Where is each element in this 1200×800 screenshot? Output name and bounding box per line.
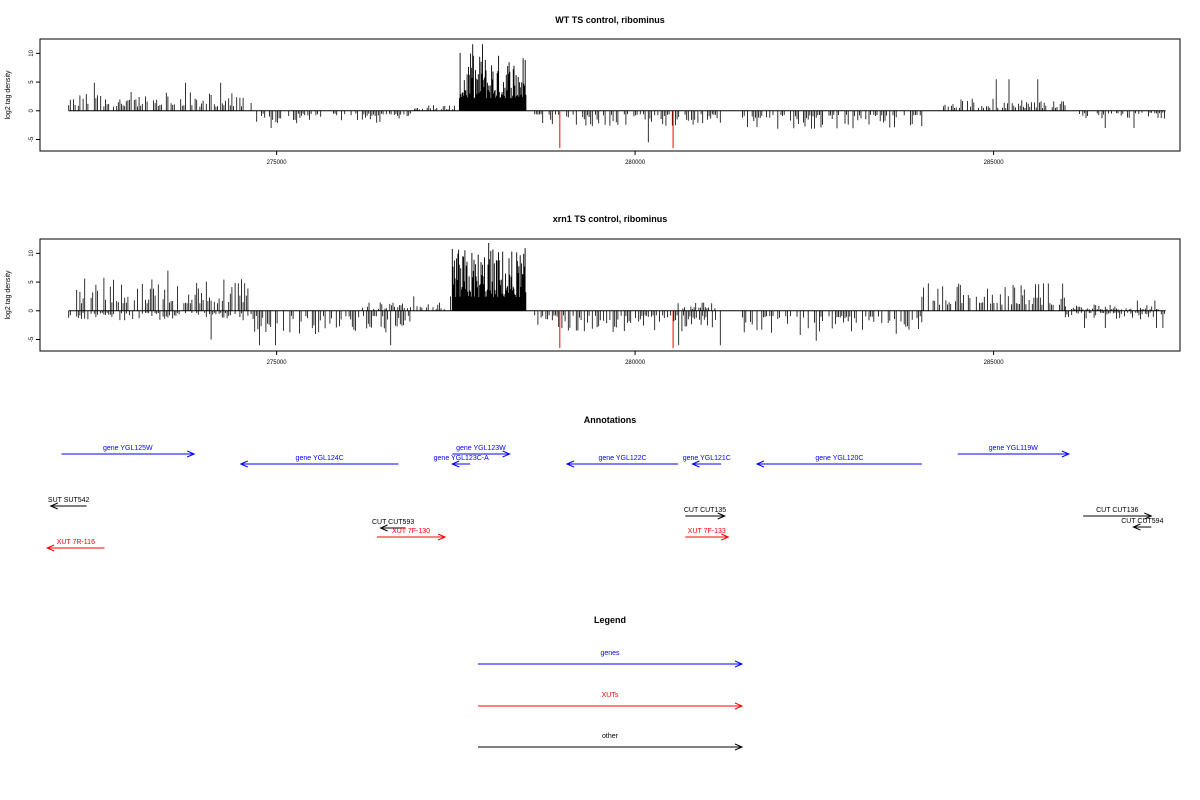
other-feature-arrow <box>379 524 406 532</box>
y-tick-label: 5 <box>29 80 35 84</box>
signal-bars-- <box>1064 310 1165 328</box>
signal-bars-+ <box>943 79 1066 111</box>
legend-gene-arrow <box>478 660 744 668</box>
xut-feature-arrow <box>376 533 447 541</box>
signal-bars-- <box>256 110 411 128</box>
signal-bars-+ <box>451 243 527 311</box>
other-feature-arrow <box>1132 523 1152 531</box>
gene-feature-label: gene YGL119W <box>989 445 1039 452</box>
gene-feature-arrow <box>957 450 1071 458</box>
signal-bars-+ <box>921 283 1065 311</box>
y-axis-label: log2 tag density <box>5 270 12 320</box>
xut-feature-arrow <box>685 533 730 541</box>
y-tick-label: 10 <box>29 249 35 256</box>
gene-feature-label: gene YGL125W <box>103 445 153 452</box>
gene-feature-label: gene YGL123W <box>456 445 506 452</box>
x-tick-label: 280000 <box>625 160 646 166</box>
gene-feature-arrow <box>691 460 722 468</box>
gene-feature-label: gene YGL120C <box>815 455 863 462</box>
other-feature-arrow <box>49 502 87 510</box>
x-tick-label: 285000 <box>984 360 1005 366</box>
annotations-title: Annotations <box>584 415 637 425</box>
signal-bars-+ <box>458 44 527 111</box>
other-feature-label: CUT CUT136 <box>1096 507 1138 514</box>
signal-bars-+ <box>76 270 249 311</box>
signal-bars-- <box>252 310 411 346</box>
signal-bars-+ <box>414 105 455 111</box>
legend: Legend genes XUTs other <box>478 615 744 751</box>
signal-bars-+ <box>68 82 252 111</box>
other-feature-label: CUT CUT135 <box>684 507 726 514</box>
xut-feature-arrow <box>45 544 105 552</box>
y-axis-label: log2 tag density <box>5 70 12 120</box>
plot-frame <box>39 38 1181 152</box>
other-feature-label: CUT CUT593 <box>372 519 414 526</box>
legend-other-arrow <box>478 743 744 751</box>
signal-bars-- <box>68 310 252 340</box>
y-tick-label: 10 <box>29 49 35 56</box>
other-feature-arrow <box>1083 512 1153 520</box>
xut-feature-label: XUT 7F-133 <box>688 528 726 535</box>
xrn1-signal-panel: xrn1 TS control, ribominus log2 tag dens… <box>5 214 1181 366</box>
gene-feature-arrow <box>61 450 196 458</box>
xut-feature-label: XUT 7F-130 <box>392 528 430 535</box>
y-tick-label: -5 <box>29 336 35 342</box>
signal-bars-- <box>534 110 721 143</box>
wt-signal-panel: WT TS control, ribominus log2 tag densit… <box>5 15 1181 166</box>
other-feature-label: SUT SUT542 <box>48 497 90 504</box>
gene-feature-arrow <box>239 460 399 468</box>
x-tick-label: 280000 <box>625 360 646 366</box>
legend-other-label: other <box>602 733 619 740</box>
signal-bars-- <box>1079 110 1165 128</box>
signal-bars-- <box>742 310 923 341</box>
legend-gene-label: genes <box>600 650 620 657</box>
signal-bars-- <box>742 110 923 129</box>
gene-feature-arrow <box>755 460 922 468</box>
signal-bars-- <box>534 310 721 346</box>
annotations-track: Annotations gene YGL125W gene YGL124C gene… <box>45 415 1164 552</box>
plot-frame <box>39 238 1181 352</box>
x-tick-label: 285000 <box>984 160 1005 166</box>
y-tick-label: 5 <box>29 280 35 284</box>
legend-xut-arrow <box>478 702 744 710</box>
other-feature-arrow <box>685 512 726 520</box>
panel-title: xrn1 TS control, ribominus <box>553 214 668 224</box>
signal-bars-+ <box>1064 300 1159 311</box>
y-tick-label: -5 <box>29 136 35 142</box>
gene-feature-arrow <box>452 450 511 458</box>
legend-xut-label: XUTs <box>602 692 619 699</box>
legend-title: Legend <box>594 615 626 625</box>
other-feature-label: CUT CUT594 <box>1121 518 1163 525</box>
panel-title: WT TS control, ribominus <box>555 15 665 25</box>
gene-feature-arrow <box>450 460 471 468</box>
x-tick-label: 275000 <box>267 360 288 366</box>
signal-bars-+ <box>677 302 716 311</box>
gene-feature-label: gene YGL122C <box>598 455 646 462</box>
gene-feature-label: gene YGL123C-A <box>434 455 489 462</box>
gene-feature-label: gene YGL121C <box>683 455 731 462</box>
xut-feature-label: XUT 7R-116 <box>57 539 95 546</box>
x-tick-label: 275000 <box>267 160 288 166</box>
y-tick-label: 0 <box>29 108 35 112</box>
gene-feature-label: gene YGL124C <box>296 455 344 462</box>
signal-bars-+ <box>362 296 456 311</box>
gene-feature-arrow <box>565 460 679 468</box>
y-tick-label: 0 <box>29 308 35 312</box>
